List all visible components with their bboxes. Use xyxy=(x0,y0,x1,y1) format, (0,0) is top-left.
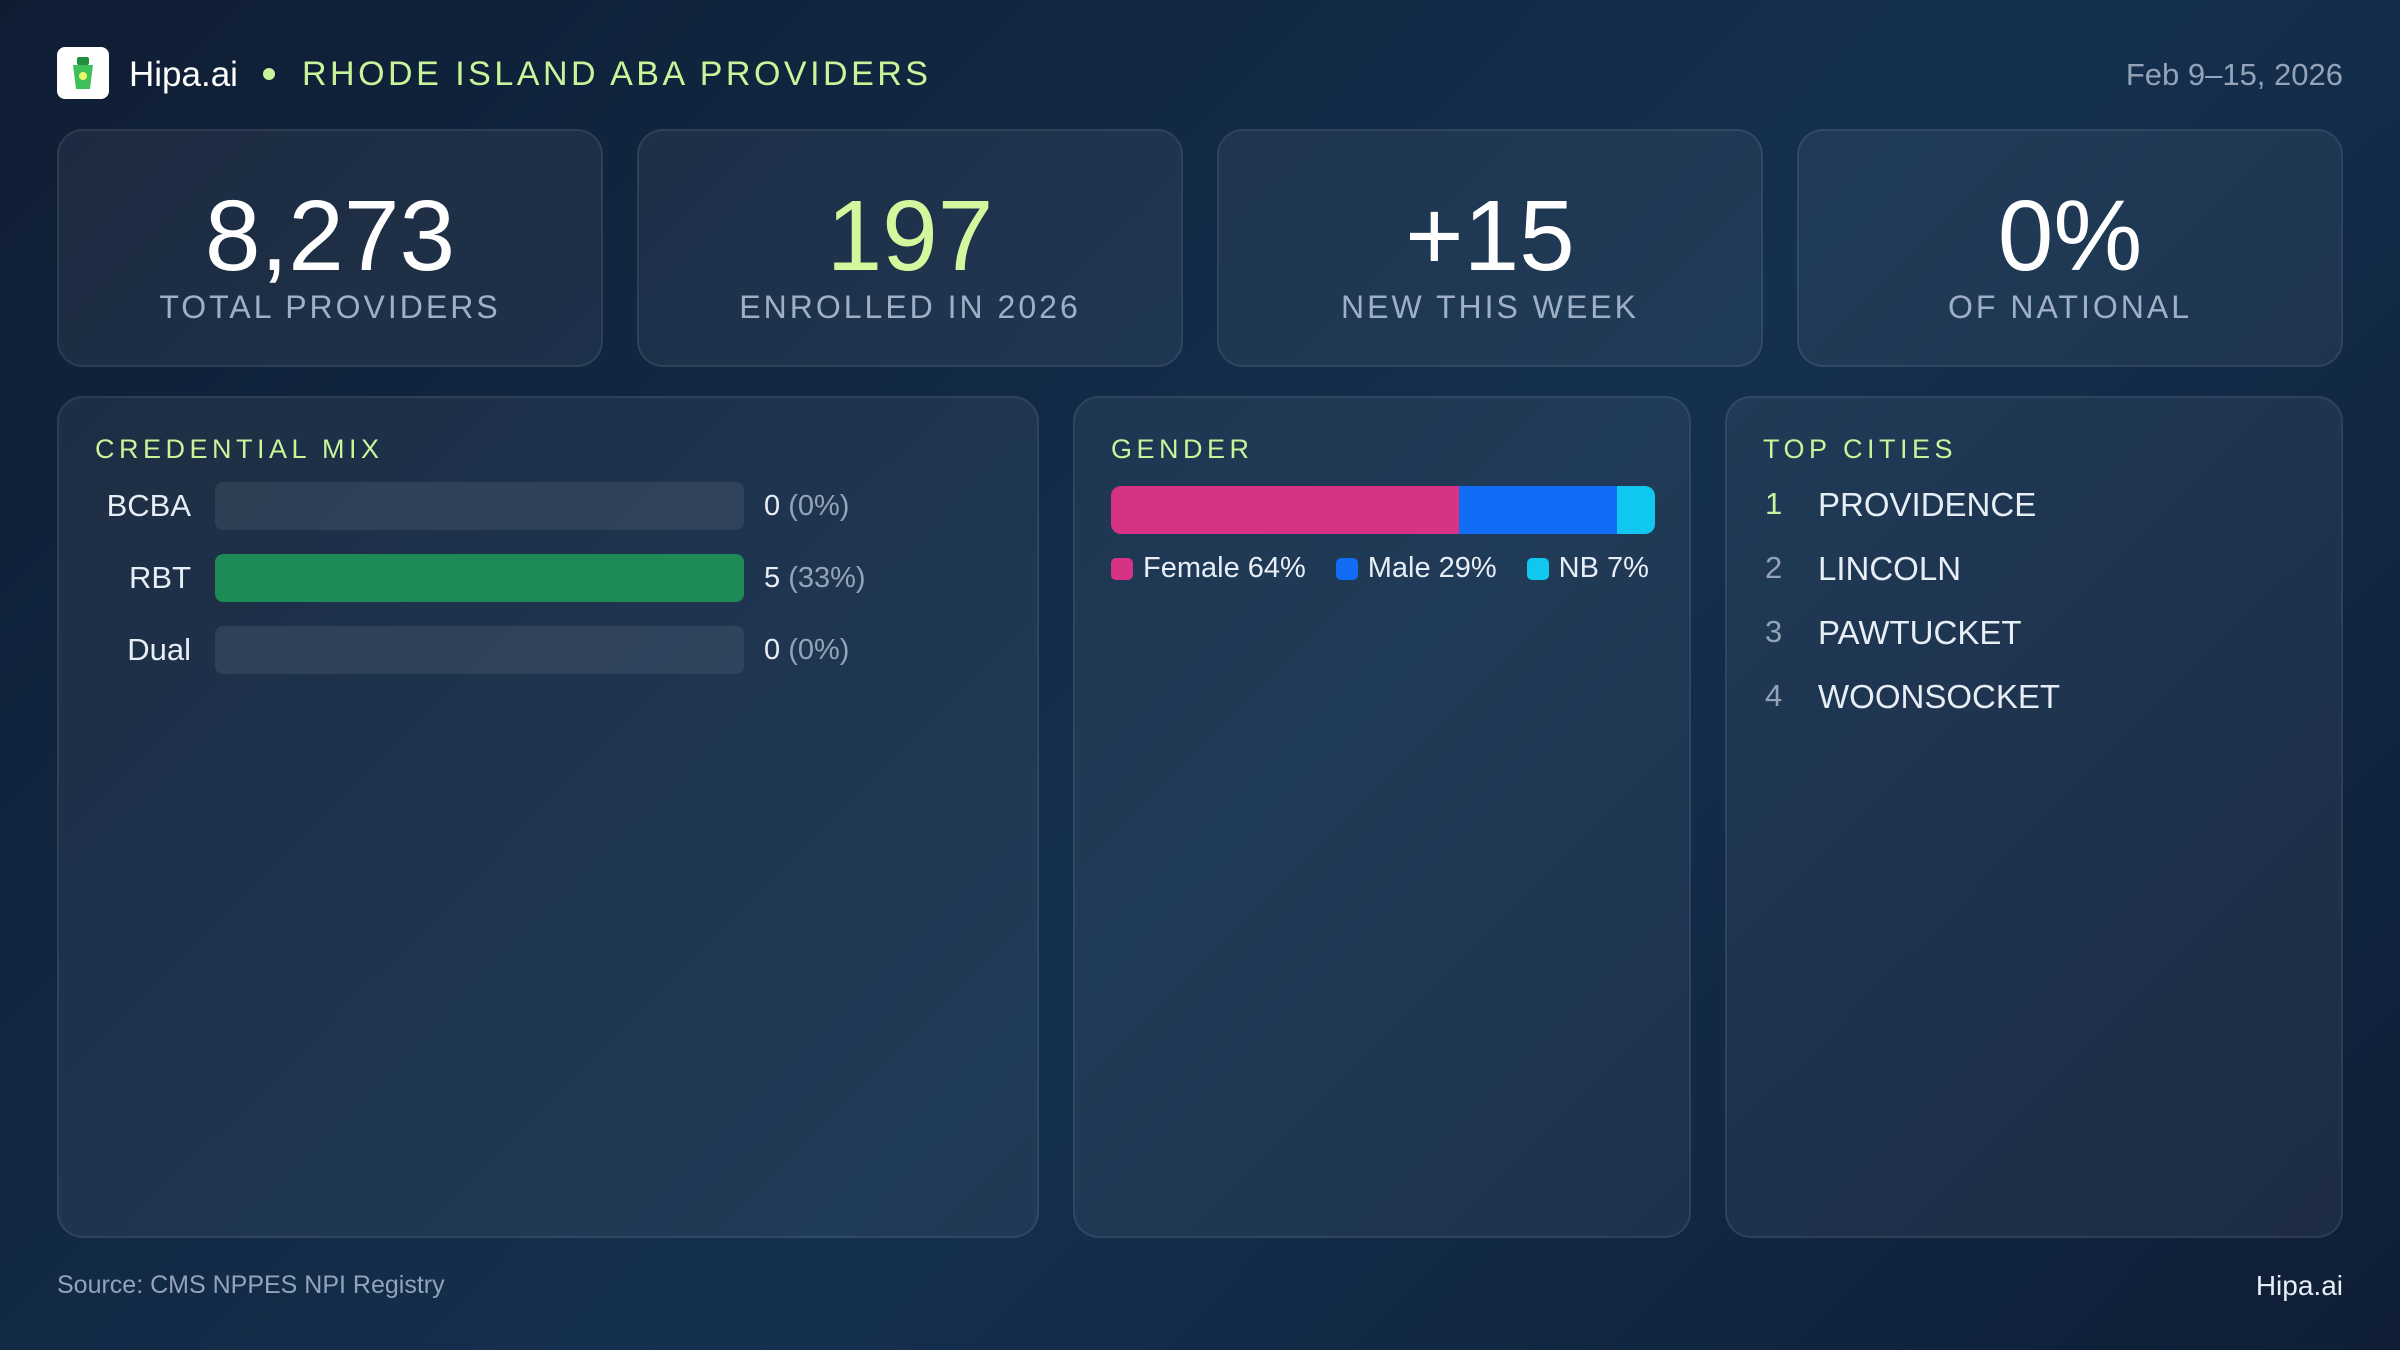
separator-dot xyxy=(263,68,275,80)
kpi-label: OF NATIONAL xyxy=(1948,289,2192,325)
kpi-value: +15 xyxy=(1405,180,1575,292)
count: 5 xyxy=(764,562,781,594)
kpi-card: 0% OF NATIONAL xyxy=(1797,129,2343,367)
legend-value: 7% xyxy=(1606,552,1649,584)
legend-name: NB xyxy=(1558,552,1599,584)
kpi-value: 197 xyxy=(826,180,994,292)
bar xyxy=(215,554,744,602)
city-name: LINCOLN xyxy=(1818,550,1962,587)
panel-title: CREDENTIAL MIX xyxy=(95,434,384,464)
row-value: 5 (33%) xyxy=(764,554,866,602)
logo xyxy=(57,47,109,99)
city-rank: 4 xyxy=(1765,678,1783,713)
row-value: 0 (0%) xyxy=(764,482,849,530)
count: 0 xyxy=(764,634,781,666)
count: 0 xyxy=(764,490,781,522)
legend-item: Male 29% xyxy=(1335,552,1497,585)
city-name: WOONSOCKET xyxy=(1818,678,2061,715)
legend-item: Female 64% xyxy=(1111,552,1306,585)
share: (33%) xyxy=(788,562,866,594)
footer-brand: Hipa.ai xyxy=(2255,1270,2343,1301)
kpi-label: ENROLLED IN 2026 xyxy=(739,289,1081,325)
city-name: PAWTUCKET xyxy=(1818,614,2022,651)
row-value: 0 (0%) xyxy=(764,626,849,674)
bar-track xyxy=(215,626,744,674)
bar-track xyxy=(215,554,744,602)
row-label: RBT xyxy=(129,560,191,595)
gender-segment xyxy=(1459,486,1617,534)
brand: Hipa.ai xyxy=(129,55,238,94)
panel-title: GENDER xyxy=(1111,434,1254,464)
gender-bar xyxy=(1111,486,1655,534)
legend-value: 29% xyxy=(1438,552,1497,584)
kpi-label: NEW THIS WEEK xyxy=(1341,289,1639,325)
city-rank: 3 xyxy=(1765,614,1783,649)
share: (0%) xyxy=(788,490,850,522)
kpi-card: +15 NEW THIS WEEK xyxy=(1217,129,1763,367)
cities-panel: TOP CITIES 1 PROVIDENCE 2 LINCOLN 3 PAWTUCKET… xyxy=(1725,396,2343,1238)
kpi-label: TOTAL PROVIDERS xyxy=(159,289,501,325)
gender-panel: GENDER Female 64% Male 29% NB 7% xyxy=(1073,396,1691,1238)
legend-swatch xyxy=(1526,557,1549,580)
bar-track xyxy=(215,482,744,530)
legend: Female 64% Male 29% NB 7% xyxy=(1111,552,1649,585)
city-name: PROVIDENCE xyxy=(1818,486,2037,523)
kpi-card: 197 ENROLLED IN 2026 xyxy=(637,129,1183,367)
credential-panel: CREDENTIAL MIX BCBA 0 (0%) RBT 5 (33%) Dual 0… xyxy=(57,396,1039,1238)
legend-item: NB 7% xyxy=(1526,552,1649,585)
city-rank: 1 xyxy=(1765,486,1783,521)
legend-value: 64% xyxy=(1247,552,1306,584)
source: Source: CMS NPPES NPI Registry xyxy=(57,1271,445,1299)
date-range: Feb 9–15, 2026 xyxy=(2125,57,2343,92)
legend-name: Female xyxy=(1143,552,1240,584)
page-title: RHODE ISLAND ABA PROVIDERS xyxy=(302,55,932,93)
city-rank: 2 xyxy=(1765,550,1783,585)
share: (0%) xyxy=(788,634,850,666)
legend-swatch xyxy=(1111,557,1133,580)
panel-title: TOP CITIES xyxy=(1763,434,1958,464)
kpi-value: 0% xyxy=(1997,180,2143,292)
legend-name: Male xyxy=(1367,552,1431,584)
row-label: BCBA xyxy=(106,488,191,523)
legend-swatch xyxy=(1335,557,1358,580)
row-label: Dual xyxy=(127,632,191,667)
kpi-card: 8,273 TOTAL PROVIDERS xyxy=(57,129,603,367)
kpi-value: 8,273 xyxy=(204,180,456,292)
gender-segment xyxy=(1616,486,1655,534)
gender-segment xyxy=(1111,486,1460,534)
